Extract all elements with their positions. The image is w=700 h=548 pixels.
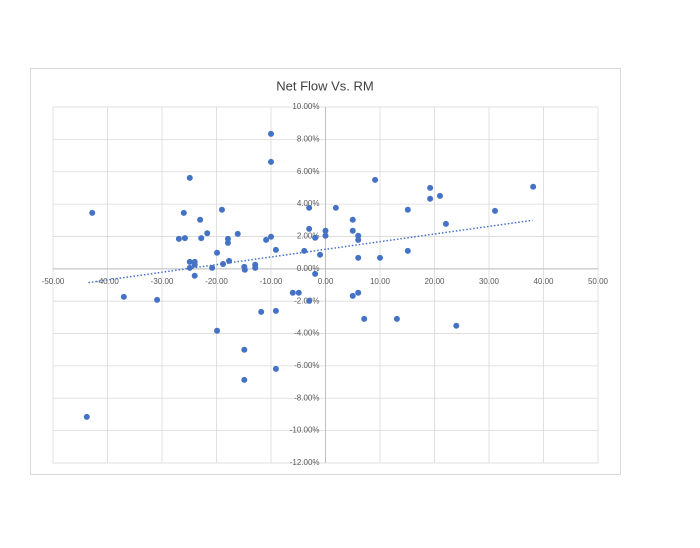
data-point: [295, 289, 302, 296]
data-point: [252, 264, 259, 271]
data-point: [312, 270, 319, 277]
x-tick-label: 40.00: [533, 277, 554, 286]
data-point: [436, 192, 443, 199]
data-point: [214, 249, 221, 256]
data-point: [491, 207, 498, 214]
data-point: [453, 322, 460, 329]
data-point: [218, 206, 225, 213]
data-point: [186, 258, 193, 265]
y-tick-label: 6.00%: [297, 167, 320, 176]
data-point: [306, 204, 313, 211]
x-tick-label: -20.00: [205, 277, 228, 286]
data-point: [404, 206, 411, 213]
data-point: [349, 216, 356, 223]
data-point: [83, 413, 90, 420]
data-point: [349, 227, 356, 234]
x-tick-label: -30.00: [151, 277, 174, 286]
data-point: [180, 209, 187, 216]
data-point: [322, 227, 329, 234]
data-point: [234, 230, 241, 237]
data-point: [224, 239, 231, 246]
data-point: [268, 130, 274, 137]
data-point: [377, 254, 383, 261]
x-tick-label: -40.00: [96, 277, 119, 286]
data-point: [241, 346, 248, 353]
data-point: [272, 365, 279, 372]
data-point: [204, 230, 211, 237]
data-point: [322, 232, 329, 239]
data-point: [258, 308, 265, 315]
y-tick-label: 10.00%: [292, 102, 319, 111]
data-point: [355, 289, 362, 296]
x-tick-label: 20.00: [424, 277, 445, 286]
data-point: [530, 183, 537, 190]
data-point: [427, 195, 434, 202]
y-tick-label: -12.00%: [290, 458, 320, 467]
data-point: [154, 296, 161, 303]
y-tick-label: -10.00%: [290, 426, 320, 435]
data-point: [268, 233, 274, 240]
y-tick-label: 4.00%: [297, 199, 320, 208]
data-point: [209, 264, 216, 271]
data-point: [372, 176, 379, 183]
y-tick-label: 0.00%: [297, 264, 320, 273]
data-point: [442, 220, 449, 227]
data-point: [120, 293, 127, 300]
data-point: [301, 247, 308, 254]
x-tick-label: -10.00: [260, 277, 283, 286]
x-tick-label: 10.00: [370, 277, 391, 286]
data-point: [214, 327, 221, 334]
x-tick-label: 30.00: [479, 277, 500, 286]
data-point: [312, 234, 319, 241]
data-point: [427, 184, 434, 191]
data-point: [89, 209, 96, 216]
data-point: [393, 315, 400, 322]
data-point: [349, 292, 356, 299]
data-point: [241, 266, 248, 273]
data-point: [272, 246, 279, 253]
data-point: [181, 235, 188, 242]
data-point: [197, 216, 204, 223]
data-point: [361, 315, 368, 322]
data-point: [241, 376, 248, 383]
y-tick-label: 2.00%: [297, 232, 320, 241]
y-tick-label: -6.00%: [294, 361, 319, 370]
data-point: [268, 158, 274, 165]
data-point: [186, 174, 193, 181]
data-point: [317, 251, 324, 258]
data-point: [272, 307, 279, 314]
data-point: [355, 254, 362, 261]
y-tick-label: -4.00%: [294, 329, 319, 338]
data-point: [191, 272, 198, 279]
data-point: [191, 261, 198, 268]
data-point: [289, 289, 296, 296]
x-tick-label: 50.00: [588, 277, 609, 286]
y-tick-label: 8.00%: [297, 134, 320, 143]
data-point: [220, 260, 227, 267]
trendline: [88, 219, 533, 284]
x-tick-label: -50.00: [42, 277, 65, 286]
data-point: [306, 225, 313, 232]
data-point: [306, 297, 313, 304]
data-point: [332, 204, 339, 211]
y-tick-label: -8.00%: [294, 393, 319, 402]
chart-title: Net Flow Vs. RM: [276, 78, 374, 93]
x-tick-label: 0.00: [318, 277, 334, 286]
data-point: [198, 235, 205, 242]
data-point: [263, 236, 270, 243]
data-point: [175, 235, 182, 242]
data-point: [355, 236, 362, 243]
data-point: [404, 247, 411, 254]
